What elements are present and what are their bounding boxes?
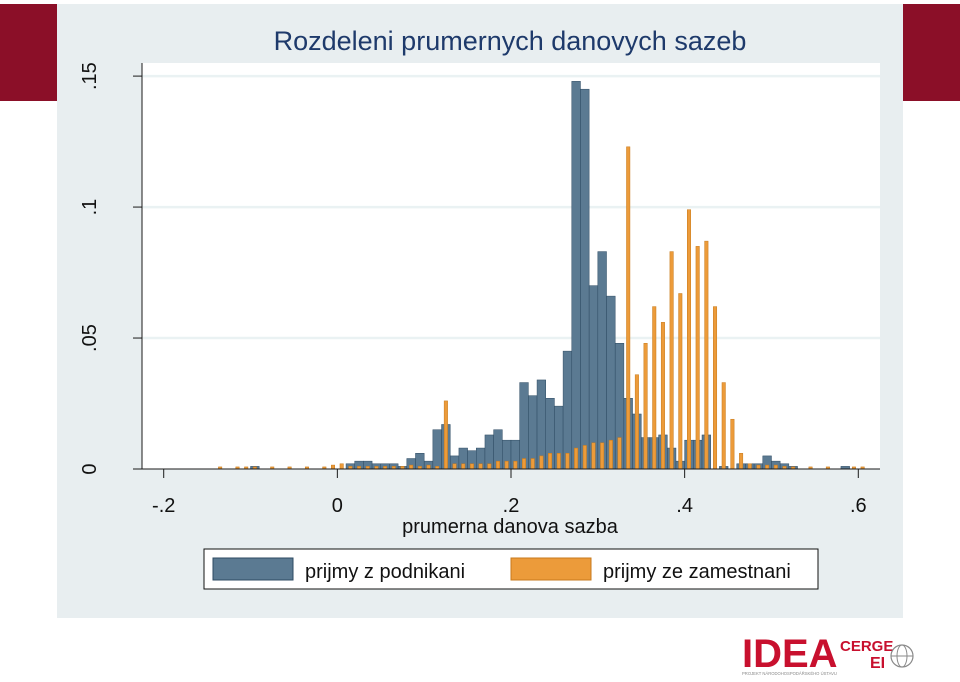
x-tick-label-1: 0: [332, 495, 343, 517]
legend-label-series-1: prijmy z podnikani: [305, 561, 465, 583]
bar-series-2-35: [565, 453, 570, 470]
bar-series-1-11: [432, 429, 442, 470]
bar-series-2-24: [469, 463, 474, 470]
bar-series-1-22: [528, 395, 538, 470]
logo-cerge-text: CERGE: [840, 638, 893, 655]
bar-series-2-43: [634, 374, 639, 470]
bar-series-2-22: [452, 463, 457, 470]
bar-series-2-53: [721, 382, 726, 470]
bar-series-1-26: [562, 350, 573, 470]
y-tick-label-3: .15: [79, 62, 101, 90]
y-tick-label-2: .1: [79, 199, 101, 216]
bar-series-2-40: [608, 439, 613, 470]
bar-series-2-47: [669, 251, 674, 470]
bar-series-2-54: [730, 418, 735, 470]
bar-series-2-57: [756, 464, 761, 470]
bar-series-2-59: [773, 464, 778, 470]
bar-series-1-28: [580, 88, 590, 470]
logo-subtitle: PROJEKT NÁRODOHOSPODÁŘSKÉHO ÚSTAVU: [742, 671, 837, 676]
x-tick-label-4: .6: [850, 495, 867, 517]
legend-swatch-series-2: [510, 557, 592, 581]
bar-series-2-34: [556, 453, 561, 470]
brand-accent-left: [0, 4, 57, 101]
bar-series-2-36: [574, 447, 579, 470]
logo-idea-text: IDEA: [742, 632, 838, 676]
y-axis-ticks: 0 .05 .1 .15: [79, 62, 142, 475]
bar-series-2-31: [530, 458, 535, 470]
bar-series-1-23: [536, 379, 546, 470]
idea-cerge-ei-logo: IDEA CERGE EI PROJEKT NÁRODOHOSPODÁŘSKÉH…: [742, 632, 914, 676]
brand-accent-right: [903, 4, 960, 101]
bar-series-2-9: [339, 463, 344, 470]
bar-series-2-41: [617, 437, 622, 470]
bar-series-2-30: [522, 458, 527, 470]
bars: [218, 81, 865, 470]
bar-series-2-52: [713, 306, 718, 470]
grid-lines: [142, 74, 880, 340]
bar-series-2-44: [643, 343, 648, 470]
bar-series-2-21: [443, 400, 448, 470]
bar-series-2-28: [504, 460, 509, 470]
bar-series-2-23: [461, 463, 466, 470]
bar-series-2-39: [600, 442, 605, 470]
x-tick-label-3: .4: [676, 495, 693, 517]
legend-label-series-2: prijmy ze zamestnani: [603, 561, 791, 583]
bar-series-2-56: [747, 463, 752, 470]
series-2-bars: [218, 146, 865, 470]
legend: prijmy z podnikani prijmy ze zamestnani: [203, 548, 819, 590]
bar-series-2-49: [687, 209, 691, 470]
bar-series-2-17: [409, 464, 414, 470]
bar-series-2-33: [548, 453, 553, 470]
bar-series-2-19: [426, 464, 431, 470]
bar-series-2-26: [487, 463, 492, 470]
x-axis-label: prumerna danova sazba: [402, 516, 619, 538]
bar-series-2-51: [704, 240, 709, 470]
bar-series-2-32: [539, 455, 544, 470]
bar-series-2-29: [513, 460, 518, 470]
y-tick-label-0: 0: [79, 463, 101, 474]
bar-series-2-55: [739, 453, 744, 470]
bar-series-2-37: [582, 445, 587, 470]
bar-series-2-50: [695, 246, 700, 470]
x-tick-label-2: .2: [503, 495, 520, 517]
bar-series-2-38: [591, 442, 596, 470]
y-tick-label-1: .05: [79, 324, 101, 352]
bar-series-1-30: [597, 251, 607, 470]
logo-ei-text: EI: [870, 655, 885, 672]
bar-series-1-29: [588, 285, 599, 470]
bar-series-2-42: [626, 146, 631, 470]
bar-series-2-48: [678, 293, 683, 470]
x-axis-ticks: -.2 0 .2 .4 .6: [152, 469, 867, 517]
plot-area: [142, 63, 880, 469]
x-tick-label-0: -.2: [152, 495, 175, 517]
bar-series-1-27: [571, 81, 581, 470]
bar-series-2-45: [652, 306, 657, 470]
legend-swatch-series-1: [212, 557, 294, 581]
bar-series-2-25: [478, 463, 483, 470]
bar-series-2-58: [765, 464, 770, 470]
bar-series-1-21: [519, 382, 529, 470]
chart-title: Rozdeleni prumernych danovych sazeb: [274, 26, 747, 56]
bar-series-2-8: [331, 464, 335, 470]
bar-series-2-46: [660, 322, 665, 470]
bar-series-2-27: [495, 460, 500, 470]
